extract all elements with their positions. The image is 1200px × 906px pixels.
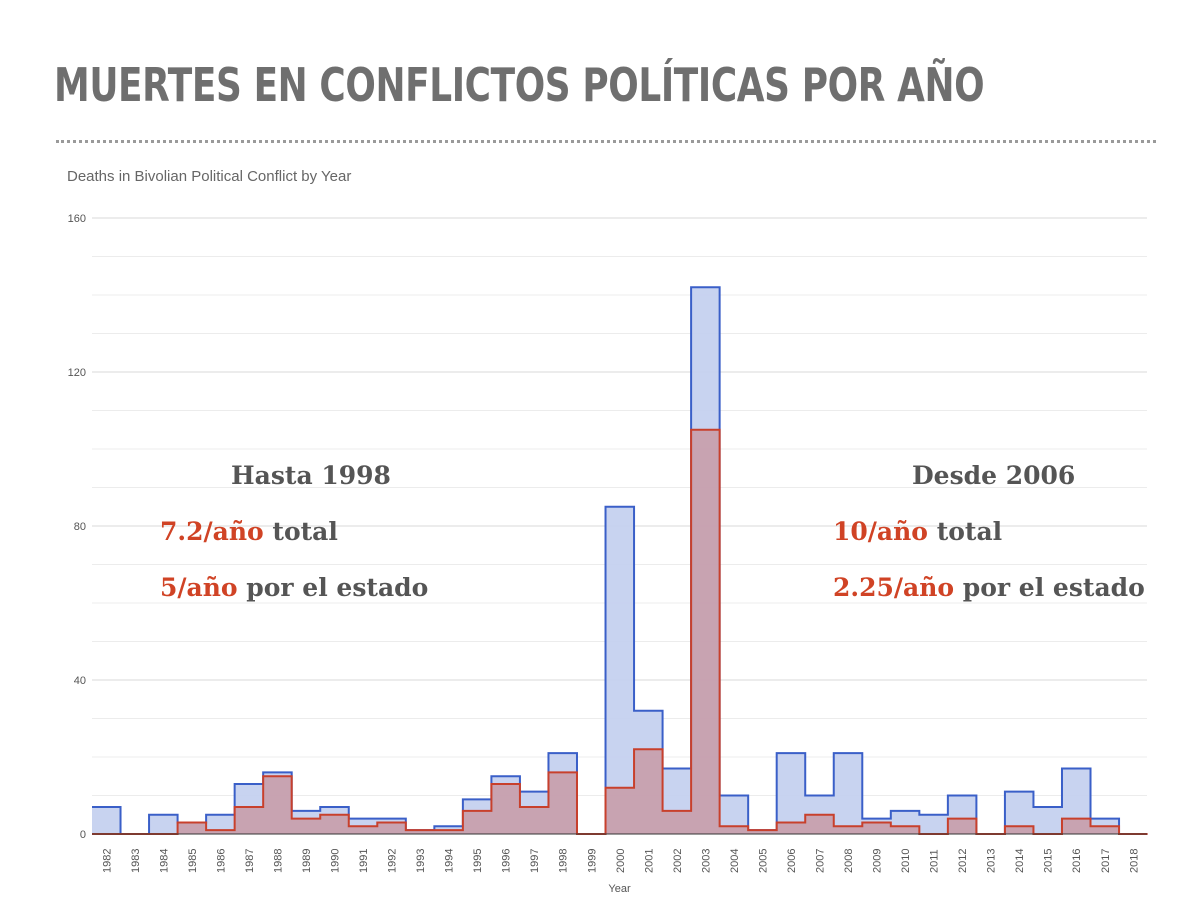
x-tick-label: 1983: [130, 849, 142, 873]
x-tick-label: 2017: [1100, 849, 1112, 873]
annotation-left-total-value: 7.2/año: [160, 517, 264, 546]
y-tick-label: 120: [68, 367, 86, 379]
x-tick-label: 2018: [1128, 849, 1140, 873]
x-tick-label: 2009: [872, 849, 884, 873]
y-tick-label: 80: [74, 521, 86, 533]
x-tick-label: 1996: [501, 849, 513, 873]
x-tick-label: 1995: [472, 849, 484, 873]
annotation-right-line2: 2.25/año por el estado: [833, 573, 1145, 602]
x-tick-label: 1982: [101, 849, 113, 873]
annotation-left-heading: Hasta 1998: [231, 461, 391, 490]
x-tick-label: 2007: [814, 849, 826, 873]
annotation-right-state-label: por el estado: [954, 573, 1145, 602]
x-tick-label: 1989: [301, 849, 313, 873]
x-tick-label: 2011: [929, 849, 941, 873]
y-tick-label: 160: [68, 213, 86, 225]
x-axis-label: Year: [608, 883, 631, 895]
x-tick-label: 1984: [158, 849, 170, 873]
x-tick-label: 1992: [387, 849, 399, 873]
x-tick-label: 1999: [586, 849, 598, 873]
series-1-area: [92, 287, 1148, 834]
x-tick-label: 2015: [1043, 849, 1055, 873]
slide-title: MUERTES EN CONFLICTOS POLÍTICAS POR AÑO: [54, 58, 985, 112]
x-tick-label: 2000: [615, 849, 627, 873]
annotation-left-line1: 7.2/año total: [160, 517, 338, 546]
x-tick-label: 1997: [529, 849, 541, 873]
annotation-left-line2: 5/año por el estado: [160, 573, 428, 602]
y-tick-label: 40: [74, 675, 86, 687]
x-tick-label: 2016: [1071, 849, 1083, 873]
x-tick-label: 2012: [957, 849, 969, 873]
annotation-left-state-value: 5/año: [160, 573, 238, 602]
x-tick-label: 2010: [900, 849, 912, 873]
x-tick-label: 2013: [986, 849, 998, 873]
series-1-line: [92, 286, 1148, 835]
annotation-right-line1: 10/año total: [833, 517, 1002, 546]
x-tick-label: 1990: [329, 849, 341, 873]
x-tick-label: 1985: [187, 849, 199, 873]
x-tick-label: 1986: [215, 849, 227, 873]
x-tick-label: 2008: [843, 849, 855, 873]
x-tick-label: 2001: [643, 849, 655, 873]
y-tick-label: 0: [80, 829, 86, 841]
x-tick-label: 1987: [244, 849, 256, 873]
annotation-right-heading: Desde 2006: [912, 461, 1076, 490]
x-tick-label: 1998: [558, 849, 570, 873]
annotation-left-total-label: total: [263, 517, 338, 546]
chart-title: Deaths in Bivolian Political Conflict by…: [67, 168, 352, 185]
x-tick-label: 2004: [729, 849, 741, 873]
x-tick-label: 1988: [272, 849, 284, 873]
annotation-left-state-label: por el estado: [237, 573, 429, 602]
x-tick-label: 2005: [757, 849, 769, 873]
annotation-right-state-value: 2.25/año: [833, 573, 955, 602]
series-2-line: [92, 428, 1148, 835]
x-tick-label: 2003: [700, 849, 712, 873]
x-tick-label: 1991: [358, 849, 370, 873]
dotted-divider: [56, 140, 1156, 143]
annotation-right-total-value: 10/año: [833, 517, 928, 546]
x-tick-label: 2002: [672, 849, 684, 873]
x-tick-label: 2006: [786, 849, 798, 873]
x-tick-label: 2014: [1014, 849, 1026, 873]
annotation-right-total-label: total: [927, 517, 1003, 546]
x-tick-label: 1994: [444, 849, 456, 873]
x-tick-label: 1993: [415, 849, 427, 873]
